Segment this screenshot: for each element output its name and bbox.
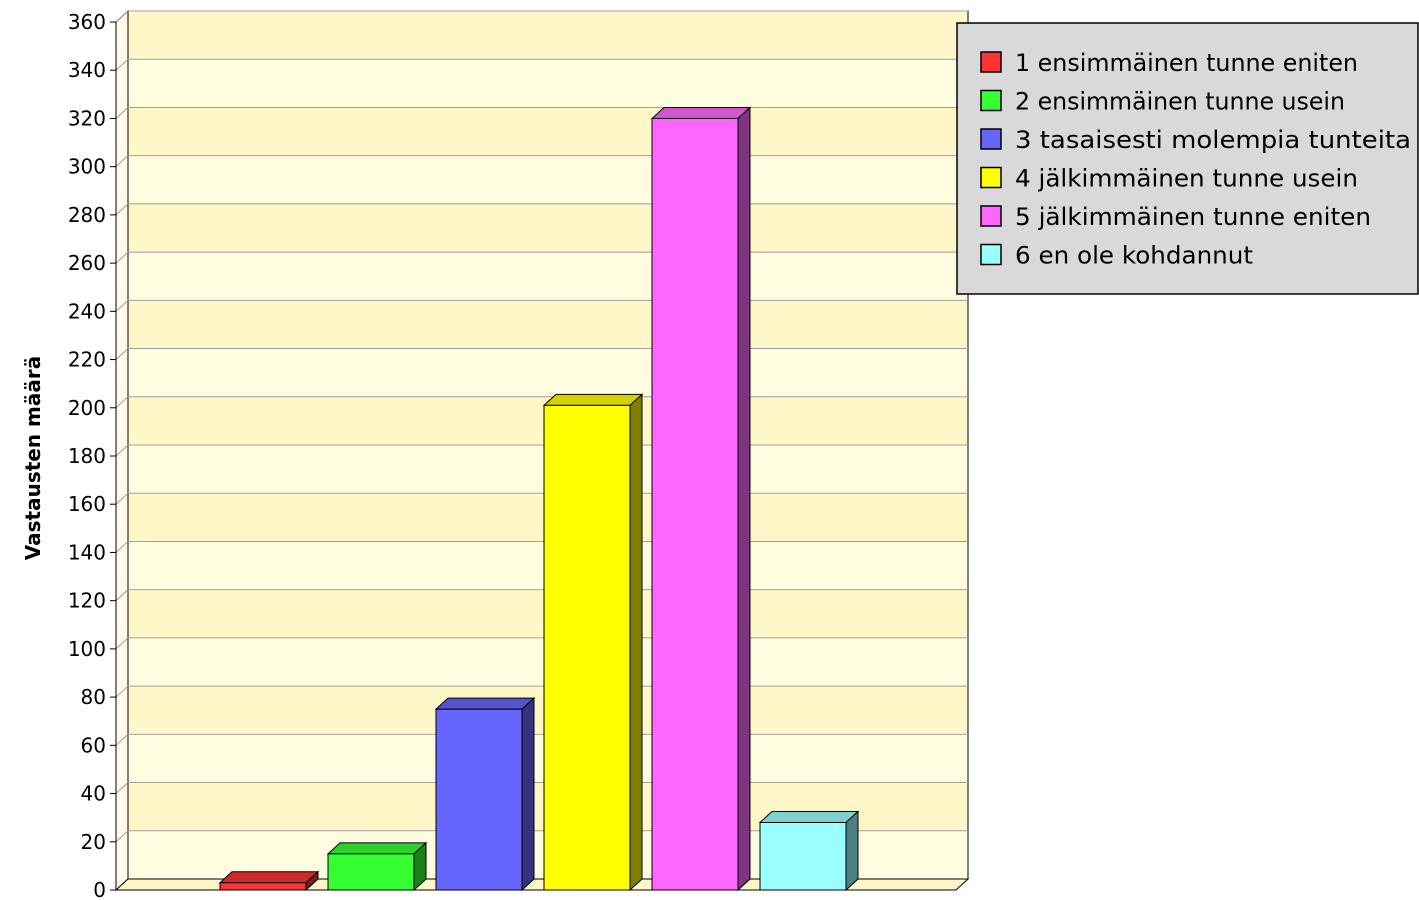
- y-tick-label: 340: [68, 58, 106, 82]
- legend-box: [956, 22, 1419, 295]
- y-tick-label: 360: [68, 10, 106, 34]
- legend-entry: 2 ensimmäinen tunne usein: [1015, 88, 1345, 116]
- plot-background: [114, 9, 970, 892]
- legend-entry: 5 jälkimmäinen tunne eniten: [1015, 203, 1371, 231]
- bar: [542, 393, 644, 892]
- plot-stripe: [128, 155, 968, 204]
- bar: [650, 106, 752, 892]
- gridline: [115, 396, 129, 409]
- legend: 1 ensimmäinen tunne eniten 2 ensimmäinen …: [956, 22, 1419, 295]
- bar-top: [326, 842, 428, 855]
- y-tick-label: 60: [81, 733, 106, 757]
- y-axis-label: Vastausten määrä: [21, 356, 45, 561]
- gridline: [115, 348, 129, 360]
- y-tick-label: 140: [68, 540, 106, 564]
- gridline: [115, 107, 129, 119]
- gridline: [115, 733, 129, 746]
- plot-stripe: [128, 348, 968, 397]
- bar-side: [629, 393, 643, 892]
- y-tick-label: 160: [68, 492, 106, 516]
- plot-stripe: [128, 203, 968, 253]
- bar-top: [542, 393, 644, 406]
- y-tick-label: 260: [68, 251, 106, 275]
- legend-entry: 3 tasaisesti molempia tunteita: [1015, 126, 1411, 154]
- gridlines: [115, 10, 968, 843]
- legend-swatch: [980, 128, 1002, 150]
- gridline: [115, 203, 129, 216]
- gridline: [115, 251, 129, 264]
- bar-top: [434, 697, 536, 710]
- gridline: [115, 155, 129, 168]
- y-tick-label: 80: [81, 685, 106, 709]
- gridline: [115, 589, 129, 602]
- legend-swatch: [980, 89, 1002, 112]
- y-tick-label: 300: [68, 155, 106, 179]
- legend-swatch: [980, 166, 1002, 189]
- gridline: [115, 782, 129, 794]
- bar: [326, 841, 428, 892]
- gridline: [115, 10, 129, 23]
- bar-front: [435, 708, 523, 891]
- bar-top: [758, 810, 860, 823]
- y-tick-label: 180: [68, 444, 106, 468]
- bar: [218, 870, 320, 892]
- gridline: [115, 58, 129, 71]
- y-tick-label: 40: [81, 782, 106, 806]
- bar: [434, 697, 536, 892]
- gridline: [115, 637, 129, 650]
- legend-swatch: [980, 205, 1002, 227]
- bars: [218, 106, 860, 892]
- bar-top: [218, 871, 320, 884]
- bar-front: [651, 117, 739, 891]
- bar-side: [845, 810, 859, 892]
- gridline: [115, 299, 129, 312]
- bar-front: [219, 882, 307, 891]
- y-tick-label: 320: [68, 106, 106, 130]
- gridline: [115, 685, 129, 698]
- y-tick-label: 220: [68, 348, 106, 372]
- plot-stripe: [128, 300, 968, 349]
- legend-entry: 1 ensimmäinen tunne eniten: [1015, 49, 1358, 77]
- bar-front: [543, 404, 631, 891]
- bar: [758, 810, 860, 892]
- gridline: [115, 541, 129, 553]
- y-tick-label: 240: [68, 299, 106, 323]
- bar-side: [521, 697, 535, 892]
- legend-entry: 6 en ole kohdannut: [1015, 242, 1253, 270]
- legend-entry: 4 jälkimmäinen tunne usein: [1015, 165, 1358, 193]
- y-tick-label: 0: [93, 878, 106, 900]
- bar-front: [759, 821, 847, 891]
- gridline: [115, 830, 129, 843]
- gridline: [115, 444, 129, 457]
- legend-swatch: [980, 51, 1002, 73]
- plot-stripe: [128, 59, 968, 108]
- y-tick-label: 200: [68, 396, 106, 420]
- y-tick-label: 20: [81, 830, 106, 854]
- plot-stripe: [128, 11, 968, 60]
- legend-swatch: [980, 243, 1002, 266]
- y-tick-label: 100: [68, 637, 106, 661]
- y-axis: 0 20 40 60 80 100 120 140 160 180 200 220 240 260 280 3…: [68, 10, 117, 900]
- bar-top: [650, 106, 752, 119]
- bar-side: [737, 106, 751, 892]
- y-tick-label: 120: [68, 589, 106, 613]
- plot-stripe: [128, 107, 968, 156]
- y-tick-label: 280: [68, 203, 106, 227]
- plot-stripe: [128, 252, 968, 301]
- bar-front: [327, 853, 415, 891]
- gridline: [115, 492, 129, 505]
